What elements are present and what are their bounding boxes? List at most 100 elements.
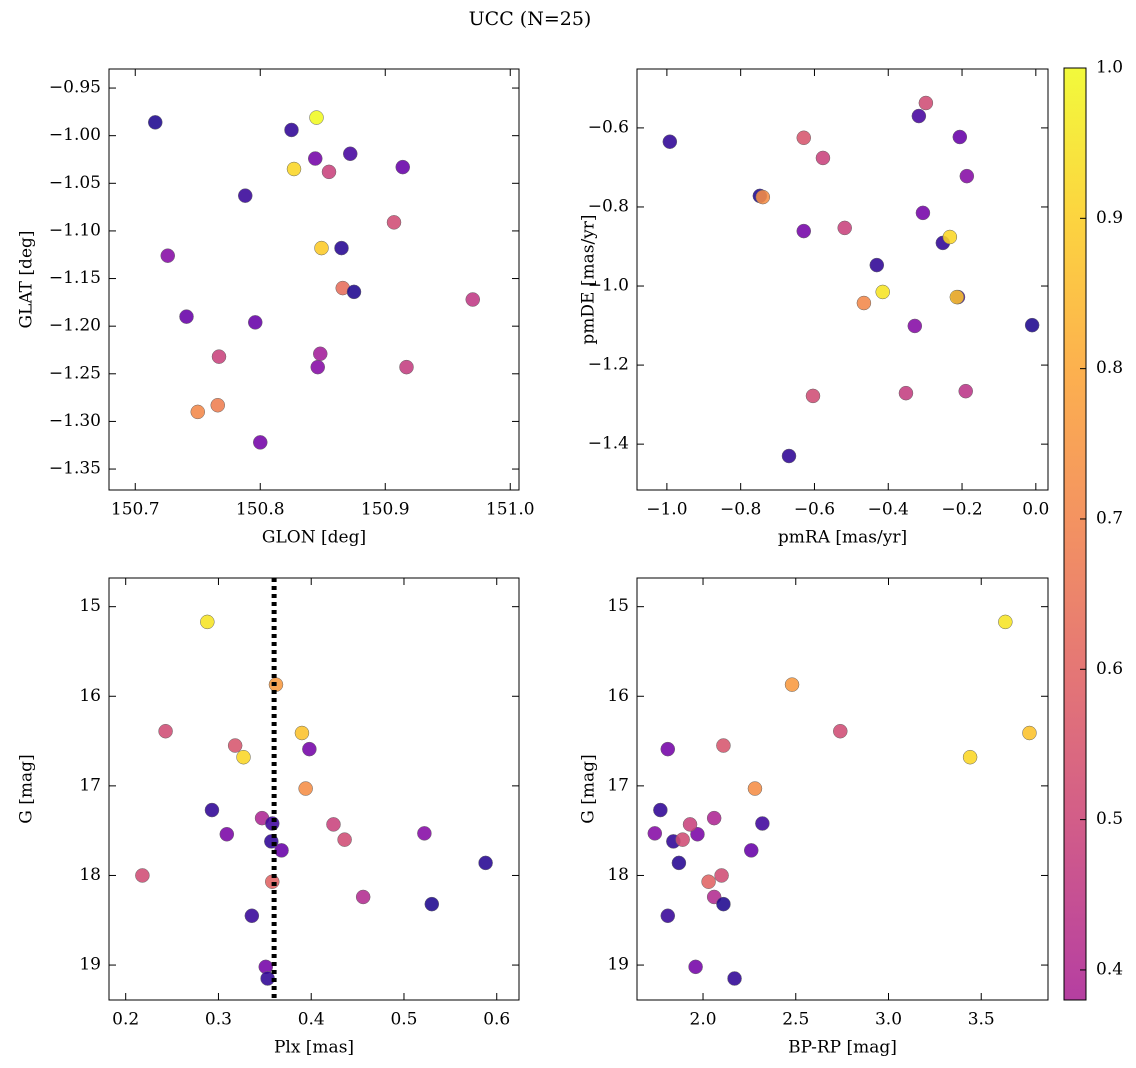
x-tick-label: 2.5 [782,1010,809,1030]
y-tick-label: −1.0 [588,276,629,296]
point [701,874,716,889]
y-axis-label: GLAT [deg] [17,230,37,328]
point [958,383,973,399]
point [716,738,731,753]
point [294,725,310,741]
x-tick-label: 0.5 [390,1010,417,1030]
point [837,220,852,236]
point [313,346,328,362]
colorbar-tick-label: 0.6 [1096,659,1123,679]
point [284,122,299,138]
y-axis-label: pmDE [mas/yr] [579,214,599,344]
y-tick-label: −1.10 [49,220,101,240]
point [326,817,341,832]
point [688,959,703,975]
colorbar-tick-label: 0.9 [1096,208,1123,228]
x-tick-label: 0.6 [483,1010,510,1030]
point [660,908,676,924]
x-axis-label: BP-RP [mag] [788,1038,897,1058]
point [395,159,410,175]
point [286,161,302,177]
x-axis-label: Plx [mas] [274,1038,354,1058]
point [346,284,362,300]
point [424,896,440,912]
point [179,309,194,324]
point [355,889,371,905]
x-tick-label: 0.2 [112,1010,139,1030]
y-tick-label: −1.4 [588,434,629,454]
x-tick-label: 150.7 [111,500,160,520]
point [238,188,253,203]
y-tick-label: 17 [607,775,629,795]
point [274,843,289,858]
colorbar-tick-label: 0.4 [1096,959,1123,979]
point [308,151,323,166]
point [706,810,722,826]
y-tick-label: 15 [79,596,101,616]
colorbar-tick-label: 0.7 [1096,508,1123,528]
colorbar [1063,67,1087,1001]
y-axis-label: G [mag] [17,754,37,823]
point [135,868,150,883]
x-tick-label: −1.0 [646,500,687,520]
point [417,826,432,841]
x-tick-label: 3.5 [968,1010,995,1030]
y-tick-label: −0.6 [588,117,629,137]
x-tick-label: 0.4 [298,1010,325,1030]
y-tick-label: −1.2 [588,355,629,375]
point [662,134,678,149]
plot-frame [108,577,520,1001]
point [647,826,663,841]
point [236,749,251,765]
point [210,397,225,413]
x-tick-label: 150.8 [236,500,285,520]
x-tick-label: −0.2 [941,500,982,520]
point [334,240,349,256]
point [796,223,812,239]
point [911,108,927,124]
point [743,843,759,858]
point [219,826,235,842]
point [465,292,480,307]
point [158,723,173,739]
x-axis-label: pmRA [mas/yr] [778,528,907,548]
y-tick-label: 16 [79,686,101,706]
point [671,855,687,871]
point [869,257,885,273]
point [833,723,848,739]
point [949,289,965,305]
y-tick-label: −1.05 [49,173,101,193]
y-tick-label: 15 [607,596,629,616]
point [959,168,975,184]
point [190,404,205,420]
point [682,817,698,832]
point [160,248,175,263]
x-tick-label: −0.4 [868,500,909,520]
y-tick-label: −0.8 [588,196,629,216]
y-tick-label: −1.15 [49,268,101,288]
colorbar-tick-label: 0.5 [1096,809,1123,829]
point [302,741,317,757]
y-axis-label: G [mag] [579,754,599,823]
point [1024,317,1040,333]
point [747,781,763,796]
point [248,315,263,330]
point [321,164,337,180]
point [727,971,742,986]
y-tick-label: 18 [607,865,629,885]
point [716,896,731,912]
point [915,205,931,221]
y-tick-label: 16 [607,686,629,706]
plot-frame [108,68,520,491]
point [310,359,325,375]
x-tick-label: −0.6 [794,500,835,520]
y-tick-label: 19 [607,955,629,975]
point [714,868,729,883]
point [386,215,402,230]
point [815,150,831,166]
x-tick-label: 3.0 [875,1010,902,1030]
point [952,129,968,145]
point [148,115,163,130]
point [244,908,260,924]
y-tick-label: 17 [79,775,101,795]
